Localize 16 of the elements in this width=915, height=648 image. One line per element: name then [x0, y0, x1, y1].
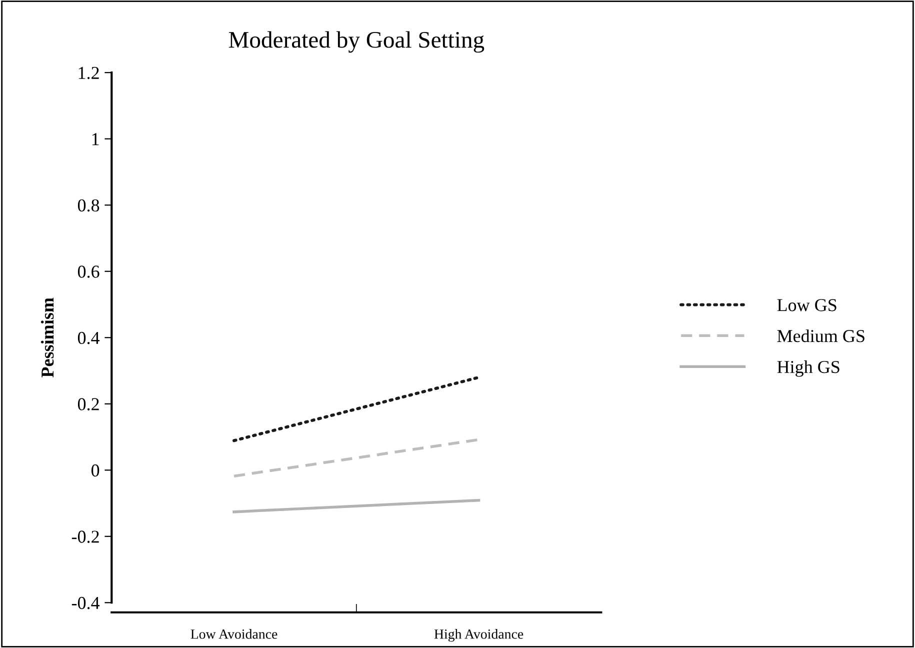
- x-tick-label: High Avoidance: [434, 629, 524, 642]
- y-tick-label: 1.2: [78, 66, 99, 80]
- y-tick-label: 1: [92, 133, 99, 146]
- legend-label: Medium GS: [777, 329, 864, 342]
- x-tick-label: Low Avoidance: [190, 629, 278, 639]
- y-tick-label: -0.4: [72, 596, 100, 610]
- y-tick-label: 0.4: [78, 332, 100, 344]
- y-tick-label: 0.8: [78, 199, 100, 212]
- y-axis-title: Pessimism: [40, 298, 54, 378]
- y-tick-label: 0.2: [78, 398, 99, 410]
- legend-label: Low GS: [777, 299, 836, 312]
- y-tick-label: 0.6: [78, 266, 100, 278]
- y-tick-label: -0.2: [72, 530, 99, 543]
- legend-label: High GS: [777, 360, 840, 377]
- chart-title: Moderated by Goal Setting: [228, 31, 484, 53]
- y-tick-label: 0: [91, 464, 100, 477]
